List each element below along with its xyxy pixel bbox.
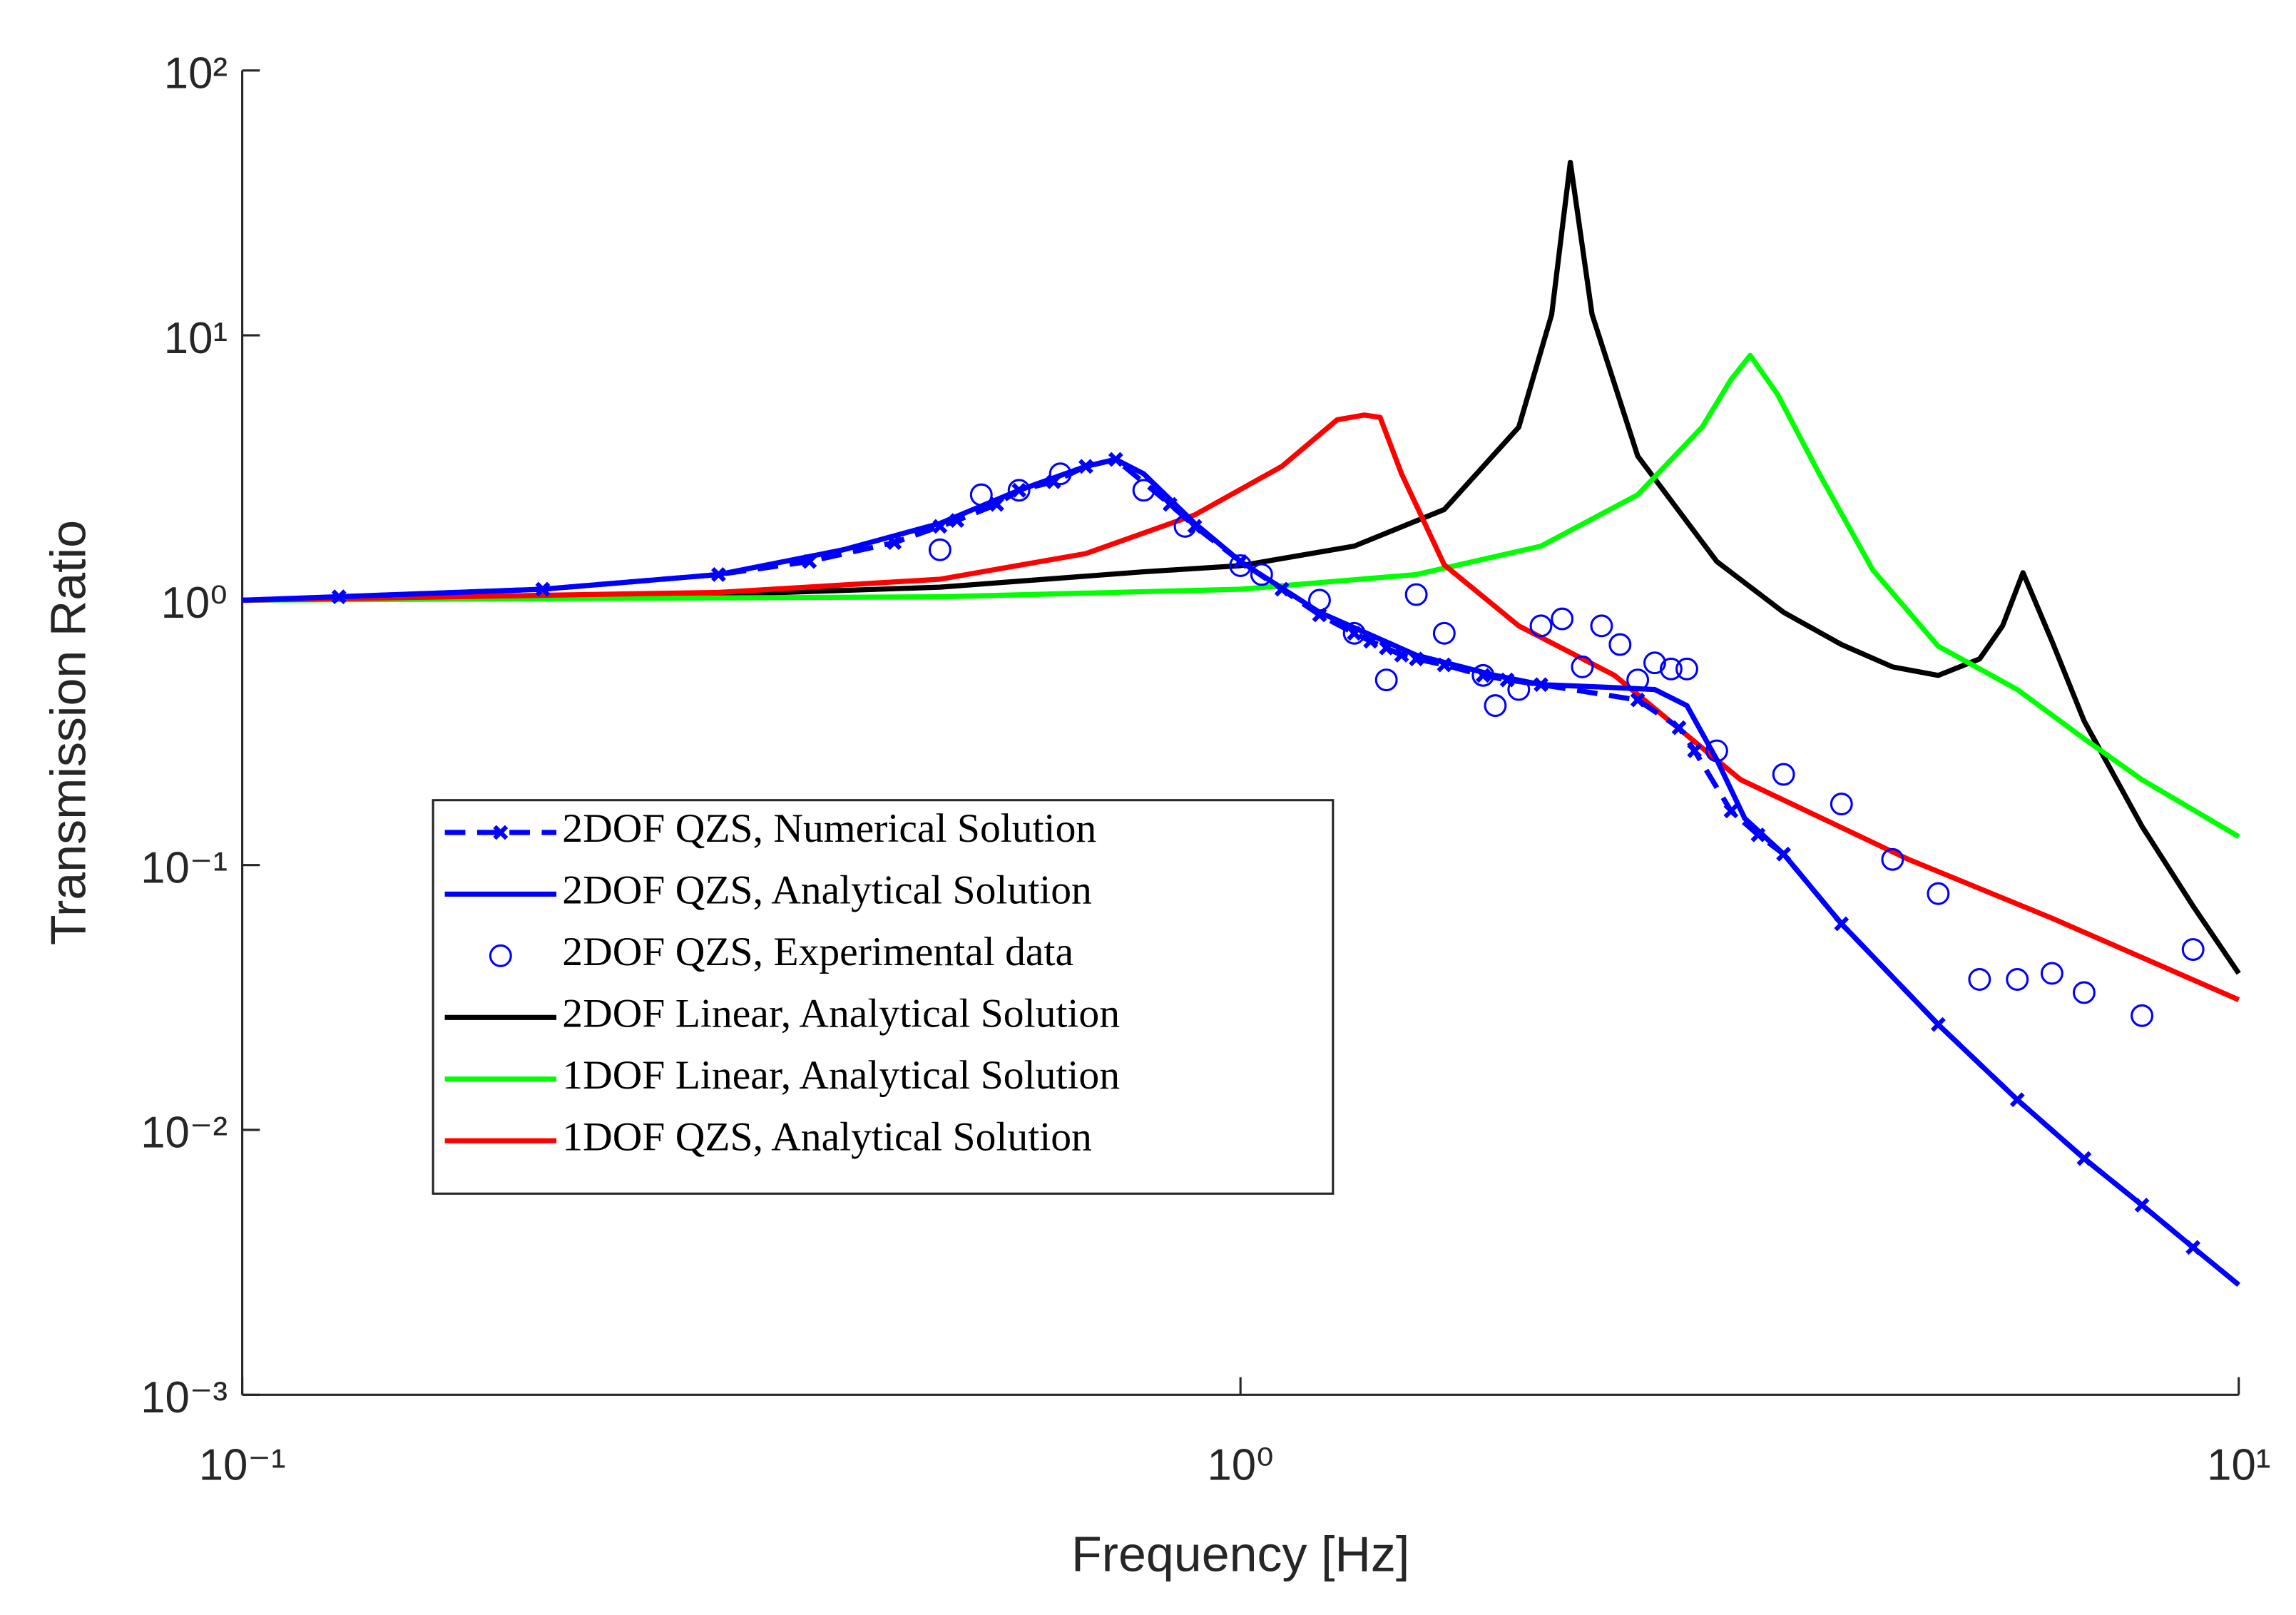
data-marker [1011, 482, 1027, 498]
data-point [1471, 663, 1495, 687]
data-marker [1534, 677, 1548, 693]
data-point [1571, 655, 1594, 678]
y-tick-label: 10² [164, 49, 228, 98]
data-point [2131, 1004, 2154, 1027]
legend-label: 1DOF Linear, Analytical Solution [562, 1053, 1120, 1098]
data-marker [1363, 633, 1378, 649]
legend-label: 2DOF Linear, Analytical Solution [562, 992, 1120, 1036]
data-point [1484, 694, 1507, 718]
data-point [1705, 739, 1728, 763]
legend-label: 2DOF QZS, Analytical Solution [562, 868, 1092, 913]
data-marker [1379, 640, 1394, 656]
data-point [1229, 554, 1252, 577]
x-tick-label: 10¹ [2207, 1441, 2270, 1490]
data-marker [1233, 554, 1248, 569]
data-marker [2009, 1092, 2025, 1108]
legend-label: 2DOF QZS, Experimental data [562, 929, 1073, 974]
data-point [1048, 462, 1072, 486]
data-marker [932, 519, 948, 534]
data-point [1507, 678, 1531, 701]
data-marker [1274, 581, 1290, 597]
data-marker [535, 581, 551, 597]
legend-swatch [489, 944, 512, 967]
data-point [1659, 657, 1683, 681]
data-point [1132, 479, 1155, 502]
data-marker [1162, 496, 1178, 512]
data-point [2006, 968, 2029, 991]
data-marker [1750, 827, 1766, 842]
series-line [242, 412, 2240, 1002]
data-point [1529, 614, 1553, 638]
data-point [1830, 793, 1853, 816]
data-marker [1312, 607, 1327, 623]
data-point [1342, 621, 1366, 645]
legend-label: 2DOF QZS, Numerical Solution [562, 806, 1096, 851]
x-axis-label: Frequency [Hz] [1071, 1526, 1409, 1581]
data-point [1308, 589, 1331, 612]
data-marker [1671, 720, 1687, 735]
data-marker [1108, 452, 1123, 467]
y-axis-label: Transmission Ratio [40, 520, 96, 945]
series-line [242, 352, 2240, 839]
series-line [242, 159, 2241, 975]
data-marker [1475, 668, 1491, 683]
data-point [1250, 563, 1273, 586]
data-marker [949, 513, 965, 529]
legend-box [432, 799, 1335, 1195]
data-marker [887, 535, 902, 551]
data-point [1927, 882, 1950, 905]
data-point [1590, 614, 1613, 638]
data-marker [331, 589, 347, 605]
legend-label: 1DOF QZS, Analytical Solution [562, 1114, 1092, 1159]
y-tick-label: 10⁰ [161, 579, 228, 628]
data-marker [1347, 626, 1362, 641]
y-tick-label: 10¹ [164, 314, 228, 363]
data-point [1404, 583, 1428, 606]
data-marker [1834, 916, 1849, 932]
data-marker [2134, 1198, 2150, 1213]
data-point [1173, 514, 1197, 538]
data-point [2072, 981, 2096, 1004]
data-marker [1630, 692, 1646, 708]
y-tick-label: 10⁻¹ [141, 843, 228, 892]
data-marker [1776, 846, 1792, 862]
legend-swatch [493, 825, 509, 840]
y-tick-label: 10⁻² [141, 1109, 228, 1158]
data-point [1007, 479, 1031, 502]
data-point [1374, 668, 1398, 692]
data-marker [710, 566, 726, 582]
data-point [1608, 633, 1632, 656]
data-marker [1723, 803, 1739, 819]
data-marker [1394, 648, 1409, 663]
data-point [1968, 968, 1991, 991]
data-point [1881, 847, 1904, 871]
data-marker [802, 554, 817, 569]
data-point [1643, 651, 1666, 675]
data-marker [2076, 1151, 2092, 1166]
data-point [928, 538, 951, 561]
data-marker [1437, 657, 1452, 673]
data-marker [1078, 459, 1093, 474]
data-point [1626, 668, 1650, 692]
data-point [1772, 763, 1795, 786]
y-tick-label: 10⁻³ [141, 1373, 228, 1422]
data-point [969, 483, 993, 506]
x-tick-label: 10⁰ [1207, 1441, 1273, 1490]
data-marker [1687, 743, 1703, 758]
data-marker [1931, 1017, 1946, 1032]
x-tick-label: 10⁻¹ [199, 1441, 286, 1490]
data-marker [1409, 651, 1424, 667]
data-point [1432, 621, 1456, 645]
data-marker [989, 496, 1004, 512]
data-point [1675, 657, 1698, 681]
data-point [1551, 607, 1574, 631]
data-marker [2185, 1240, 2201, 1255]
data-point [2040, 962, 2063, 985]
data-point [2181, 938, 2205, 961]
